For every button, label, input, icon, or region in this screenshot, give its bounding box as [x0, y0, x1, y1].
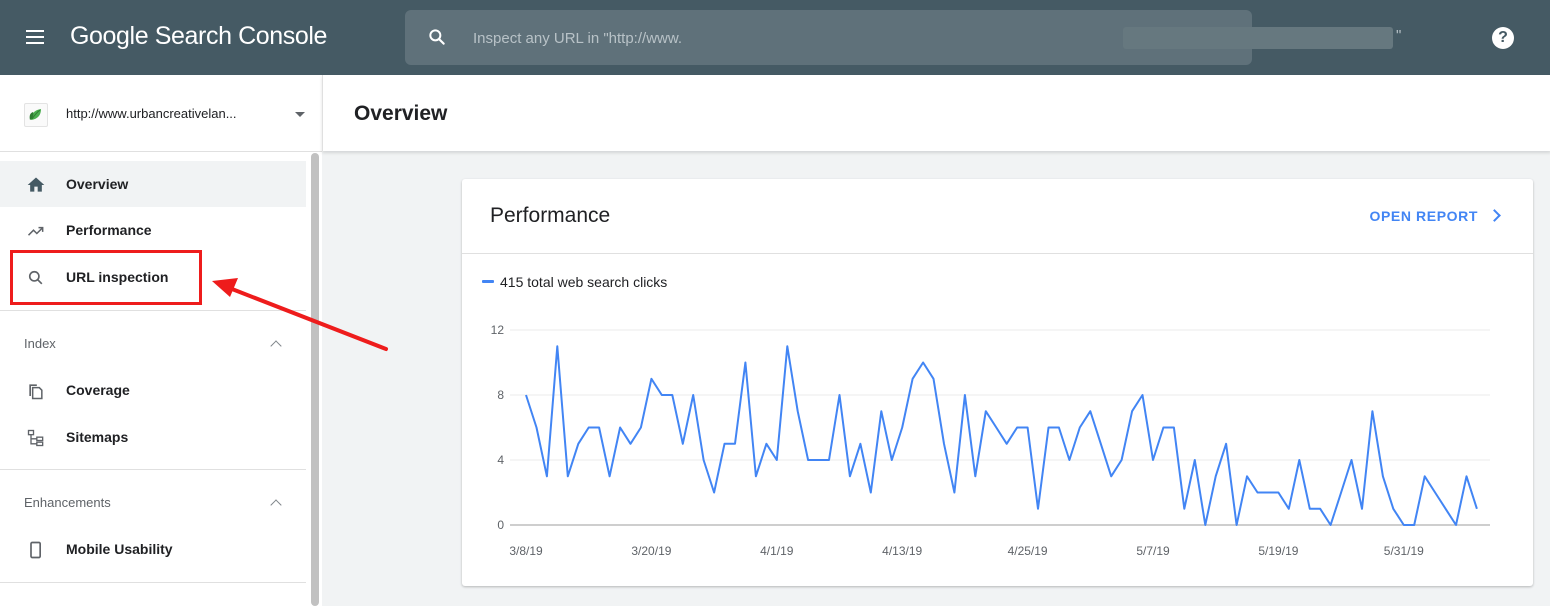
x-tick-label: 5/31/19 [1384, 544, 1424, 558]
x-tick-label: 4/25/19 [1008, 544, 1048, 558]
sidebar-item-url-inspection[interactable]: URL inspection [0, 254, 306, 300]
search-placeholder-tail: " [1396, 27, 1402, 44]
divider [0, 469, 306, 470]
series-line-clicks [525, 345, 1478, 526]
sidebar-item-performance[interactable]: Performance [0, 207, 306, 253]
copy-icon [29, 384, 43, 400]
page-header: Overview [322, 75, 1550, 151]
clicks-line-chart: 0 4 8 12 3/8/19 3/20/19 4/1/19 4/13/19 4/25/19 5/… [491, 323, 1490, 558]
highlight-box-url-inspection [10, 250, 202, 305]
search-icon [429, 29, 445, 45]
x-tick-label: 5/19/19 [1258, 544, 1298, 558]
page-title: Overview [354, 102, 448, 125]
y-tick-label: 0 [497, 518, 504, 532]
url-inspect-search-box[interactable]: Inspect any URL in "http://www. " [405, 10, 1401, 65]
sidebar-item-label: Mobile Usability [66, 541, 173, 557]
help-icon[interactable]: ? [1492, 27, 1514, 49]
redacted-url [1123, 27, 1393, 49]
section-index-title: Index [24, 336, 56, 351]
card-title: Performance [490, 204, 611, 227]
leaf-icon [29, 109, 41, 120]
sidebar-item-label: Overview [66, 176, 129, 192]
sidebar-item-sitemaps[interactable]: Sitemaps [0, 414, 306, 460]
open-report-link[interactable]: OPEN REPORT [1369, 208, 1478, 224]
x-tick-label: 3/20/19 [631, 544, 671, 558]
performance-card: Performance OPEN REPORT 415 total web se… [462, 179, 1533, 586]
property-url: http://www.urbancreativelan... [66, 106, 237, 121]
y-tick-label: 12 [491, 323, 505, 337]
property-selector[interactable]: http://www.urbancreativelan... [0, 75, 322, 152]
dropdown-arrow-icon[interactable] [295, 112, 305, 117]
sidebar-item-mobile-usability[interactable]: Mobile Usability [0, 526, 306, 572]
sidebar-item-overview[interactable]: Overview [0, 161, 306, 207]
divider [0, 582, 306, 583]
divider [0, 310, 306, 311]
trending-up-icon [27, 226, 44, 236]
home-icon [27, 177, 45, 192]
x-tick-label: 5/7/19 [1136, 544, 1170, 558]
site-favicon [24, 103, 48, 127]
sidebar: http://www.urbancreativelan... Overview … [0, 75, 322, 606]
collapse-enhancements-chevron-up-icon[interactable] [270, 499, 282, 511]
sidebar-item-label: URL inspection [66, 269, 169, 285]
sidebar-item-coverage[interactable]: Coverage [0, 367, 306, 413]
legend-color-swatch [482, 280, 494, 283]
y-tick-label: 4 [497, 453, 504, 467]
phone-icon [30, 541, 41, 559]
section-enhancements-title: Enhancements [24, 495, 111, 510]
search-icon [28, 270, 43, 285]
top-app-bar: Google Search Console Inspect any URL in… [0, 0, 1550, 75]
sidebar-item-label: Coverage [66, 382, 130, 398]
y-tick-label: 8 [497, 388, 504, 402]
app-title: Google Search Console [70, 22, 328, 50]
collapse-index-chevron-up-icon[interactable] [270, 340, 282, 352]
x-tick-label: 4/13/19 [882, 544, 922, 558]
legend-label: 415 total web search clicks [500, 274, 668, 290]
sidebar-item-label: Performance [66, 222, 152, 238]
chevron-right-icon[interactable] [1488, 209, 1501, 222]
sidebar-item-label: Sitemaps [66, 429, 129, 445]
x-tick-label: 3/8/19 [509, 544, 543, 558]
x-tick-label: 4/1/19 [760, 544, 794, 558]
sidebar-scrollbar[interactable] [311, 153, 319, 606]
search-placeholder: Inspect any URL in "http://www. [473, 30, 683, 47]
hamburger-menu-icon[interactable] [24, 26, 46, 48]
sitemap-icon [27, 429, 44, 447]
card-divider [462, 253, 1533, 254]
